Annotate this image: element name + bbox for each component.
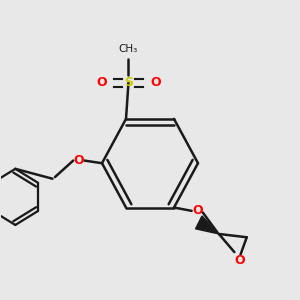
Polygon shape xyxy=(196,216,219,234)
Text: O: O xyxy=(96,76,107,89)
Text: O: O xyxy=(74,154,84,167)
Text: CH₃: CH₃ xyxy=(119,44,138,55)
Text: S: S xyxy=(124,76,133,89)
Text: O: O xyxy=(150,76,161,89)
Text: O: O xyxy=(234,254,245,267)
Text: O: O xyxy=(192,204,202,217)
